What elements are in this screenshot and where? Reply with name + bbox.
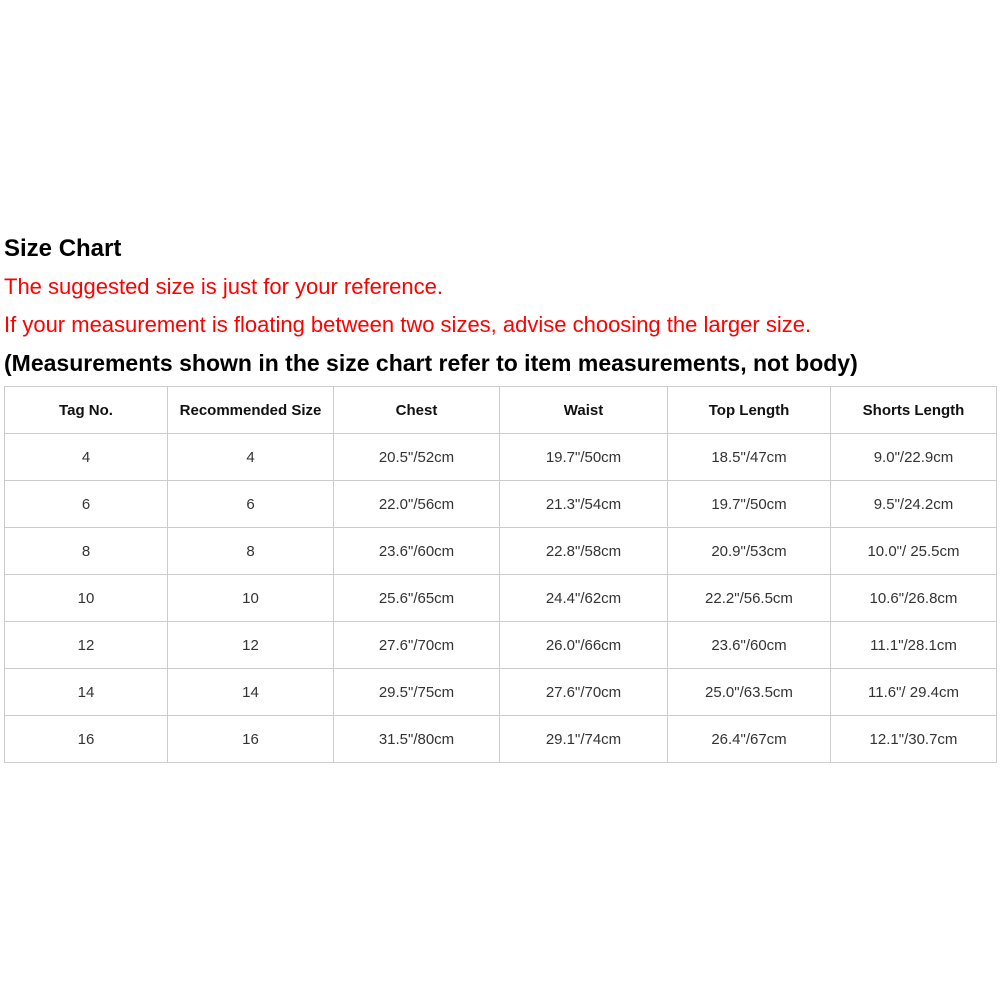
table-cell: 20.5"/52cm — [333, 433, 500, 481]
table-cell: 10.0"/ 25.5cm — [830, 527, 997, 575]
table-cell: 25.0"/63.5cm — [667, 668, 831, 716]
table-cell: 8 — [4, 527, 168, 575]
table-cell: 12 — [167, 621, 334, 669]
table-cell: 11.1"/28.1cm — [830, 621, 997, 669]
table-cell: 27.6"/70cm — [333, 621, 500, 669]
table-cell: 12 — [4, 621, 168, 669]
table-cell: 19.7"/50cm — [667, 480, 831, 528]
column-header-tag-no: Tag No. — [4, 386, 168, 434]
table-header-row: Tag No. Recommended Size Chest Waist Top… — [4, 386, 997, 434]
table-cell: 6 — [167, 480, 334, 528]
table-cell: 4 — [4, 433, 168, 481]
table-row: 16 16 31.5"/80cm 29.1"/74cm 26.4"/67cm 1… — [4, 715, 997, 763]
size-chart-table: Tag No. Recommended Size Chest Waist Top… — [4, 386, 997, 763]
table-cell: 8 — [167, 527, 334, 575]
note-reference: The suggested size is just for your refe… — [4, 274, 443, 299]
table-cell: 10 — [4, 574, 168, 622]
table-cell: 19.7"/50cm — [499, 433, 668, 481]
table-cell: 16 — [167, 715, 334, 763]
note-between-sizes: If your measurement is floating between … — [4, 312, 812, 337]
table-cell: 9.0"/22.9cm — [830, 433, 997, 481]
table-cell: 6 — [4, 480, 168, 528]
table-row: 6 6 22.0"/56cm 21.3"/54cm 19.7"/50cm 9.5… — [4, 480, 997, 528]
table-cell: 12.1"/30.7cm — [830, 715, 997, 763]
table-cell: 11.6"/ 29.4cm — [830, 668, 997, 716]
column-header-recommended-size: Recommended Size — [167, 386, 334, 434]
table-cell: 25.6"/65cm — [333, 574, 500, 622]
table-cell: 23.6"/60cm — [667, 621, 831, 669]
table-cell: 23.6"/60cm — [333, 527, 500, 575]
table-cell: 22.8"/58cm — [499, 527, 668, 575]
table-row: 10 10 25.6"/65cm 24.4"/62cm 22.2"/56.5cm… — [4, 574, 997, 622]
table-cell: 9.5"/24.2cm — [830, 480, 997, 528]
table-cell: 18.5"/47cm — [667, 433, 831, 481]
table-cell: 26.0"/66cm — [499, 621, 668, 669]
table-row: 8 8 23.6"/60cm 22.8"/58cm 20.9"/53cm 10.… — [4, 527, 997, 575]
table-cell: 20.9"/53cm — [667, 527, 831, 575]
table-cell: 29.5"/75cm — [333, 668, 500, 716]
page-title: Size Chart — [4, 235, 122, 262]
table-cell: 22.2"/56.5cm — [667, 574, 831, 622]
column-header-waist: Waist — [499, 386, 668, 434]
table-cell: 26.4"/67cm — [667, 715, 831, 763]
table-cell: 31.5"/80cm — [333, 715, 500, 763]
table-row: 14 14 29.5"/75cm 27.6"/70cm 25.0"/63.5cm… — [4, 668, 997, 716]
table-cell: 22.0"/56cm — [333, 480, 500, 528]
table-cell: 4 — [167, 433, 334, 481]
table-cell: 14 — [4, 668, 168, 716]
table-cell: 10.6"/26.8cm — [830, 574, 997, 622]
table-cell: 14 — [167, 668, 334, 716]
table-cell: 27.6"/70cm — [499, 668, 668, 716]
table-row: 4 4 20.5"/52cm 19.7"/50cm 18.5"/47cm 9.0… — [4, 433, 997, 481]
column-header-chest: Chest — [333, 386, 500, 434]
table-cell: 29.1"/74cm — [499, 715, 668, 763]
note-item-measurements: (Measurements shown in the size chart re… — [4, 350, 858, 376]
table-cell: 24.4"/62cm — [499, 574, 668, 622]
table-cell: 16 — [4, 715, 168, 763]
table-cell: 21.3"/54cm — [499, 480, 668, 528]
column-header-shorts-length: Shorts Length — [830, 386, 997, 434]
table-row: 12 12 27.6"/70cm 26.0"/66cm 23.6"/60cm 1… — [4, 621, 997, 669]
table-cell: 10 — [167, 574, 334, 622]
column-header-top-length: Top Length — [667, 386, 831, 434]
